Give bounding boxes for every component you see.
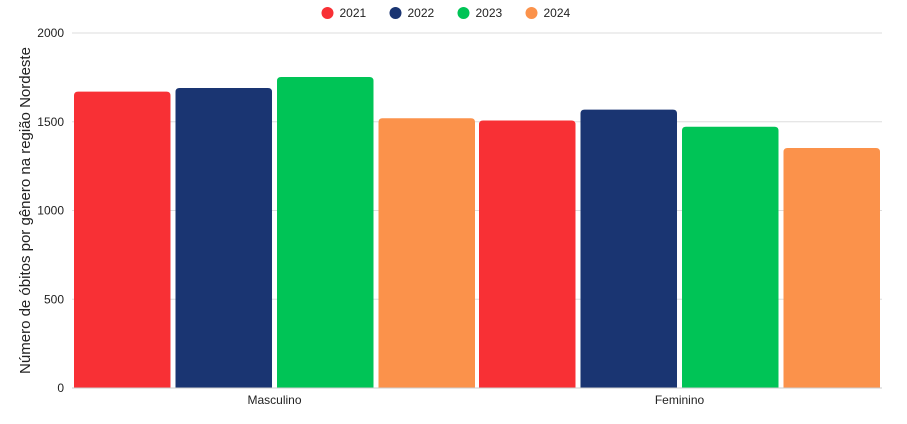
legend-swatch-2024 xyxy=(525,7,538,19)
bars xyxy=(74,77,880,389)
bar-2024-feminino xyxy=(783,148,880,388)
y-axis-label: Número de óbitos por gênero na região No… xyxy=(17,47,34,374)
bar-2022-masculino xyxy=(175,88,272,389)
legend-label-2023: 2023 xyxy=(476,6,503,20)
y-tick-label: 1000 xyxy=(37,204,64,218)
y-tick-label: 2000 xyxy=(37,26,64,40)
bar-2023-feminino xyxy=(682,126,779,388)
legend-label-2021: 2021 xyxy=(340,6,367,20)
y-tick-label: 1500 xyxy=(37,115,64,129)
bar-2024-masculino xyxy=(378,118,475,388)
y-tick-label: 0 xyxy=(57,381,64,395)
legend: 2021 2022 2023 2024 xyxy=(321,6,571,20)
y-tick-label: 500 xyxy=(44,292,64,306)
x-category-label: Masculino xyxy=(247,393,301,407)
x-axis-categories: Masculino Feminino xyxy=(247,393,704,407)
legend-swatch-2021 xyxy=(321,7,334,19)
bar-2023-masculino xyxy=(277,77,374,389)
x-category-label: Feminino xyxy=(655,393,705,407)
bar-2021-feminino xyxy=(479,120,576,388)
legend-swatch-2023 xyxy=(457,7,470,19)
y-axis-ticks: 0 500 1000 1500 2000 xyxy=(37,26,64,395)
legend-label-2024: 2024 xyxy=(544,6,571,20)
legend-label-2022: 2022 xyxy=(408,6,435,20)
bar-2021-masculino xyxy=(74,91,171,388)
bar-2022-feminino xyxy=(580,109,677,389)
legend-swatch-2022 xyxy=(389,7,402,19)
